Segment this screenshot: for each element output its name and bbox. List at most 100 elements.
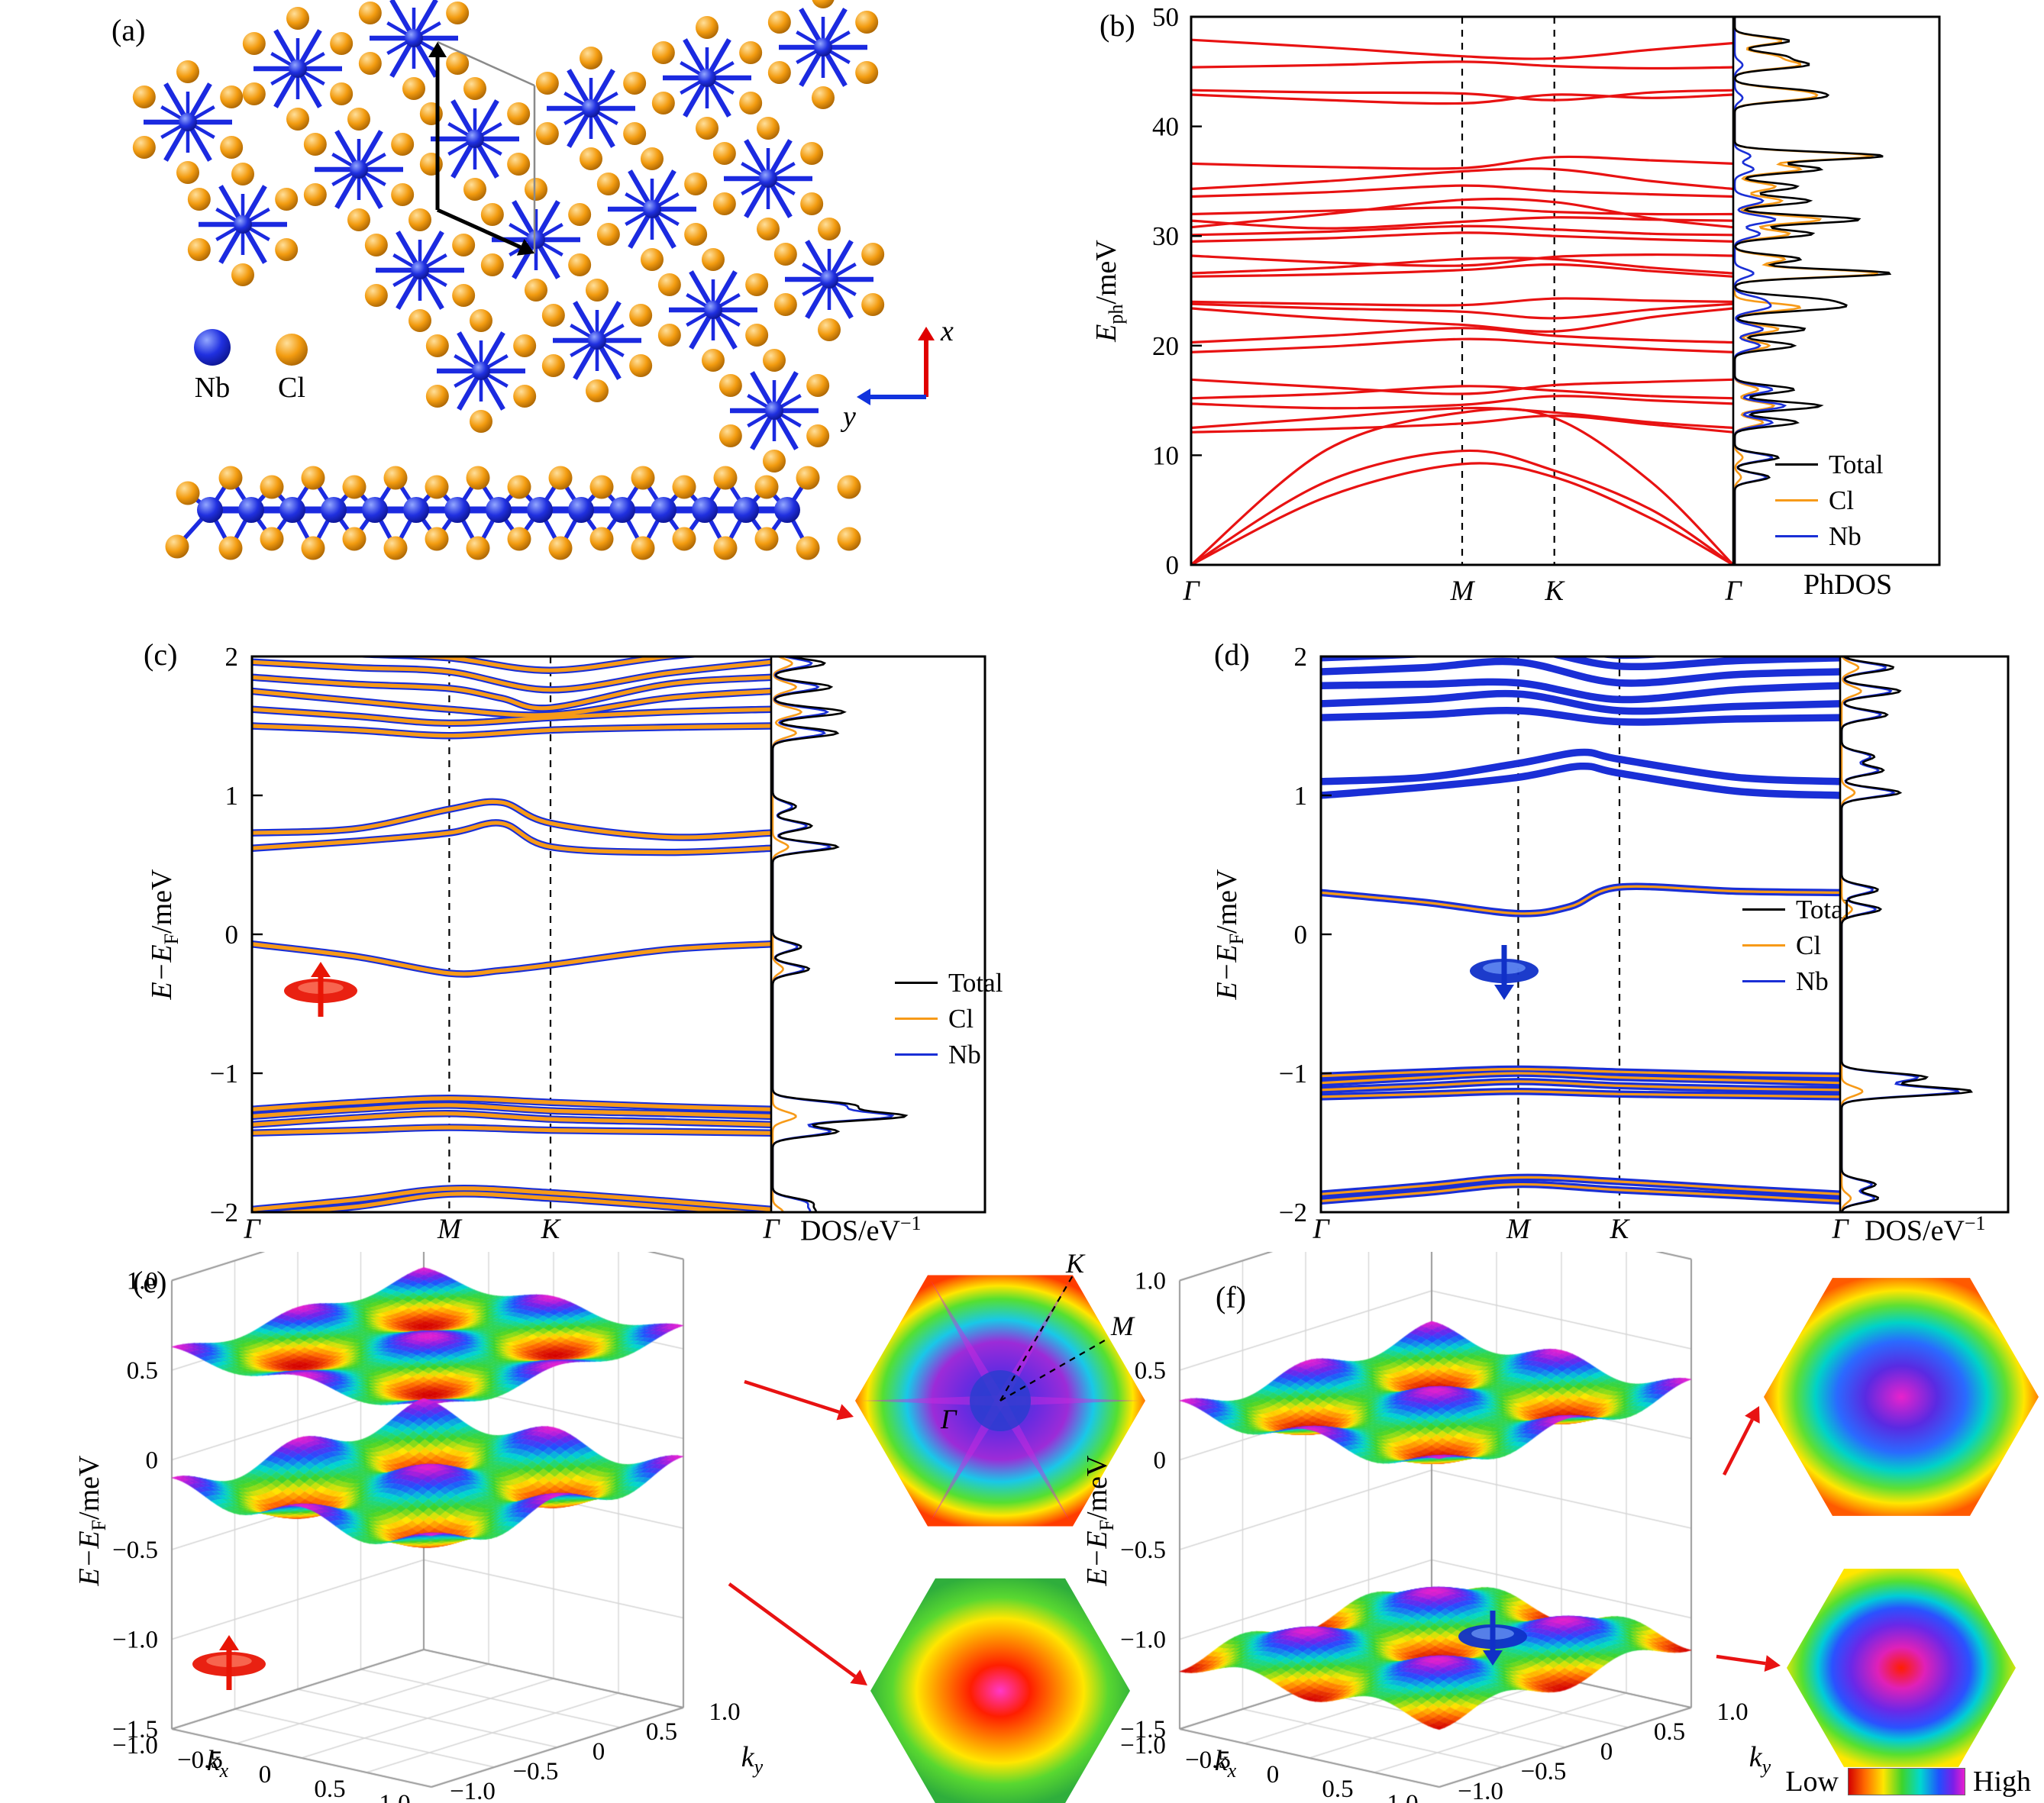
k-symbol: k bbox=[1749, 1741, 1762, 1774]
y-title-unit: /meV bbox=[1211, 869, 1244, 934]
nb-atom bbox=[733, 497, 759, 523]
phonon-band bbox=[1191, 167, 1733, 191]
cl-atom bbox=[452, 234, 476, 256]
band-plot-spin-up bbox=[250, 655, 986, 1214]
phonon-band bbox=[1191, 385, 1733, 400]
bz-star-arm bbox=[1000, 1395, 1139, 1406]
band-outline bbox=[1321, 657, 1840, 687]
panel-label-a: (a) bbox=[111, 13, 146, 47]
cl-atom bbox=[806, 424, 830, 447]
legend-label-total: Total bbox=[1829, 449, 1884, 479]
cl-atom bbox=[596, 173, 620, 195]
dos-group bbox=[1840, 656, 1974, 1212]
kx-tick-label: −1.0 bbox=[112, 1732, 158, 1759]
cl-atom bbox=[330, 32, 354, 55]
cl-atom bbox=[275, 238, 299, 261]
ky-tick-label: −0.5 bbox=[1521, 1758, 1567, 1785]
z-tick-label: −1.5 bbox=[112, 1716, 158, 1743]
k-subscript: y bbox=[1761, 1755, 1771, 1778]
spin-down-symbol bbox=[1470, 945, 1539, 1000]
cl-atom bbox=[745, 273, 769, 296]
cl-atom bbox=[466, 466, 490, 490]
nb-legend-label: Nb bbox=[195, 372, 230, 404]
cl-atom bbox=[231, 163, 254, 185]
nb-atom bbox=[466, 130, 484, 148]
legend-item-cl: Cl bbox=[1742, 927, 1850, 963]
cl-atom bbox=[513, 385, 537, 408]
cl-atom bbox=[452, 284, 476, 307]
nb-atom bbox=[179, 113, 197, 131]
cl-atom bbox=[507, 153, 531, 176]
cl-atom bbox=[672, 527, 696, 551]
arrow-line bbox=[744, 1379, 840, 1414]
phonon-band bbox=[1191, 302, 1733, 320]
legend-label-nb: Nb bbox=[1796, 966, 1829, 996]
cl-atom bbox=[745, 324, 769, 347]
cl-atom bbox=[641, 248, 664, 271]
cl-atom bbox=[218, 466, 243, 490]
nb-atom bbox=[362, 497, 388, 523]
cl-atom bbox=[303, 133, 327, 156]
nb-atom bbox=[472, 362, 490, 380]
nb-atom bbox=[692, 497, 718, 523]
cl-atom bbox=[657, 273, 681, 296]
z-tick-label: 0.5 bbox=[127, 1357, 158, 1385]
cl-atom bbox=[713, 536, 738, 560]
nb-atom bbox=[588, 331, 606, 350]
panel-label-c: (c) bbox=[144, 637, 178, 672]
cl-atom bbox=[861, 243, 885, 266]
cl-atom bbox=[358, 52, 382, 75]
cl-atom bbox=[812, 0, 835, 8]
cl-atom bbox=[800, 142, 824, 165]
y-title-subscript: ph bbox=[1104, 304, 1127, 324]
cl-atom bbox=[535, 72, 559, 95]
legend-item-total: Total bbox=[1742, 892, 1850, 927]
axes-indicator bbox=[857, 327, 935, 405]
cl-atom bbox=[631, 466, 655, 490]
cl-atom bbox=[818, 318, 841, 341]
cl-atom bbox=[383, 466, 408, 490]
cl-atom bbox=[696, 117, 718, 140]
arrow-head bbox=[428, 42, 447, 57]
y-axis-label: y bbox=[840, 401, 856, 433]
panel-bands-spin-up: 210−1−2Γ M K Γ bbox=[210, 642, 986, 1245]
dos-curve-total bbox=[1840, 656, 1974, 1212]
arrow-line bbox=[436, 208, 521, 250]
band-core bbox=[252, 660, 771, 692]
cl-atom bbox=[806, 374, 830, 397]
x-tick-label: Γ bbox=[243, 1214, 261, 1245]
y-tick-label: 50 bbox=[1152, 2, 1179, 32]
kx-tick-label: 1.0 bbox=[1387, 1790, 1418, 1803]
cl-atom bbox=[391, 133, 415, 156]
dos-group bbox=[771, 656, 909, 1212]
cl-atom bbox=[466, 536, 490, 560]
dos-curve-total bbox=[1733, 17, 1892, 565]
panel-label-f: (f) bbox=[1216, 1280, 1246, 1314]
legend-item-cl: Cl bbox=[1775, 482, 1883, 518]
cl-atom bbox=[176, 60, 199, 83]
band-core bbox=[252, 1125, 771, 1135]
cl-atom bbox=[629, 354, 653, 377]
cl-atom bbox=[712, 142, 736, 165]
y-title-symbol: E−E bbox=[146, 944, 179, 1000]
bz-star-arm bbox=[931, 1398, 1006, 1521]
panel-label-b: (b) bbox=[1099, 8, 1135, 43]
cl-atom bbox=[541, 354, 565, 377]
cl-atom bbox=[589, 527, 614, 551]
arrow-head bbox=[311, 962, 331, 977]
cl-atom bbox=[408, 208, 431, 231]
nb-legend-sphere bbox=[194, 329, 231, 366]
arrow-head bbox=[219, 1635, 239, 1650]
z-axis-title-spin-up: E−EF/meV bbox=[73, 1456, 111, 1586]
arrow-head bbox=[850, 1669, 867, 1685]
cl-atom bbox=[402, 77, 425, 100]
legend-label-nb: Nb bbox=[948, 1039, 981, 1069]
cl-atom bbox=[568, 203, 592, 226]
panel-phonon-dispersion: 0 10 20 30 40 50 Γ M K Γ bbox=[1152, 2, 1941, 607]
arrow-head bbox=[516, 238, 534, 256]
cl-atom bbox=[446, 52, 470, 75]
phonon-band bbox=[1191, 297, 1733, 307]
legend-dos-spin-down: Total Cl Nb bbox=[1742, 892, 1850, 999]
z-tick-label: 1.0 bbox=[1135, 1268, 1166, 1295]
cl-atom bbox=[861, 293, 885, 316]
